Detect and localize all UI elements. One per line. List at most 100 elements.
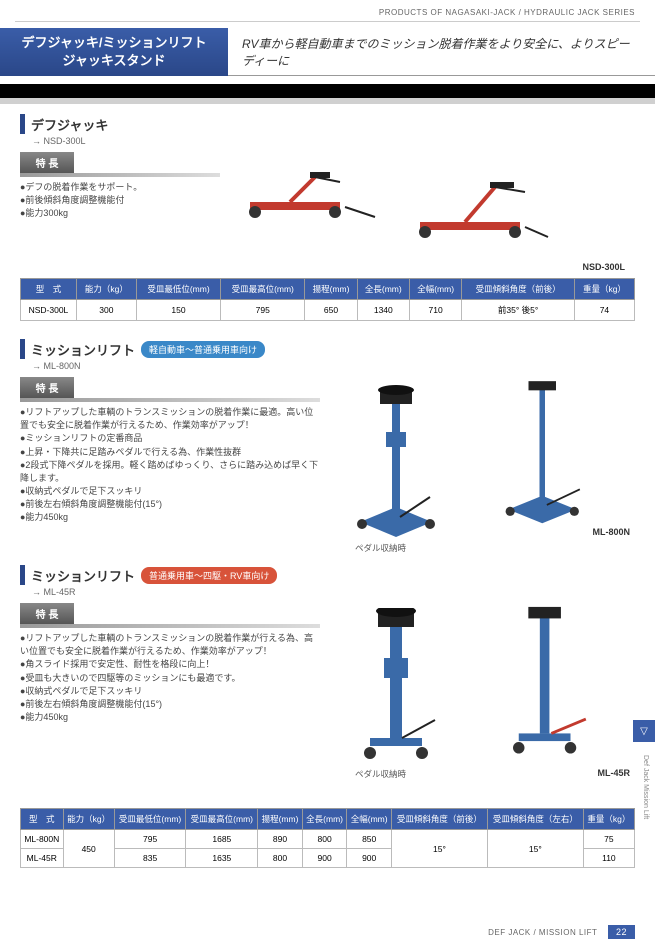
th: 揚程(mm) <box>258 809 303 830</box>
section-1: デフジャッキ → NSD-300L 特 長 ●デフの脱着作業をサポート。 ●前後… <box>20 114 635 321</box>
sec3-features: ●リフトアップした車輌のトランスミッションの脱着作業が行える為、高い位置でも安全… <box>20 632 320 723</box>
th: 重量（kg） <box>574 279 634 300</box>
td: ML-800N <box>21 830 64 849</box>
title-left: デフジャッキ/ミッションリフト ジャッキスタンド <box>0 28 228 76</box>
td: 800 <box>258 849 303 868</box>
gray-strip <box>0 98 655 104</box>
sec3-body: 特 長 ●リフトアップした車輌のトランスミッションの脱着作業が行える為、高い位置… <box>20 603 635 783</box>
feat-item: ●ミッションリフトの定番商品 <box>20 432 320 445</box>
sec2-title: ミッションリフト <box>31 340 135 359</box>
td: 300 <box>76 300 136 321</box>
sec2-body: 特 長 ●リフトアップした車輌のトランスミッションの脱着作業に最適。高い位置でも… <box>20 377 635 547</box>
td: ML-45R <box>21 849 64 868</box>
table-row: NSD-300L3001507956501340710前35° 後5°74 <box>21 300 635 321</box>
td: 890 <box>258 830 303 849</box>
td: 前35° 後5° <box>462 300 575 321</box>
side-tab[interactable]: ▽ <box>633 720 655 742</box>
td: 795 <box>114 830 186 849</box>
feat-bar <box>20 624 320 628</box>
th: 揚程(mm) <box>305 279 357 300</box>
td: 800 <box>302 830 347 849</box>
sec3-prod-label: ML-45R <box>597 768 630 778</box>
sec2-caption: ペダル収納時 <box>355 542 406 554</box>
sec1-products: NSD-300L <box>230 152 635 272</box>
jack-icon <box>410 182 550 242</box>
th: 能力（kg） <box>63 809 114 830</box>
sec1-sub: → NSD-300L <box>32 136 635 146</box>
th: 全長(mm) <box>302 809 347 830</box>
td: 74 <box>574 300 634 321</box>
sec1-title: デフジャッキ <box>31 115 108 134</box>
td: 110 <box>583 849 634 868</box>
sec3-badge: 普通乗用車～四駆・RV車向け <box>141 567 277 584</box>
sec3-products: ペダル収納時 ML-45R <box>330 603 635 783</box>
th: 受皿最高位(mm) <box>186 809 258 830</box>
th: 全幅(mm) <box>347 809 392 830</box>
feat-item: ●リフトアップした車輌のトランスミッションの脱着作業が行える為、高い位置でも安全… <box>20 632 320 658</box>
sec2-badge: 軽自動車～普通乗用車向け <box>141 341 265 358</box>
sec3-caption: ペダル収納時 <box>355 768 406 780</box>
page: PRODUCTS OF NAGASAKI-JACK / HYDRAULIC JA… <box>0 0 655 951</box>
td: 1685 <box>186 830 258 849</box>
feat-item: ●角スライド採用で安定性、耐性を格段に向上！ <box>20 658 320 671</box>
feat-item: ●収納式ペダルで足下スッキリ <box>20 485 320 498</box>
feat-item: ●上昇・下降共に足踏みペダルで行える為、作業性抜群 <box>20 446 320 459</box>
td: 650 <box>305 300 357 321</box>
th: 受皿傾斜角度（前後） <box>462 279 575 300</box>
td: 15° <box>391 830 487 868</box>
feat-bar <box>20 398 320 402</box>
page-number: 22 <box>608 925 635 939</box>
feat-label: 特 長 <box>20 603 74 624</box>
sec1-table: 型 式能力（kg）受皿最低位(mm)受皿最高位(mm)揚程(mm)全長(mm)全… <box>20 278 635 321</box>
td: 150 <box>136 300 220 321</box>
sec2-products: ペダル収納時 ML-800N <box>330 377 635 547</box>
lift-icon <box>340 382 460 542</box>
th: 受皿最低位(mm) <box>136 279 220 300</box>
header-rule <box>15 21 640 22</box>
header-text: PRODUCTS OF NAGASAKI-JACK / HYDRAULIC JA… <box>0 0 655 21</box>
table2: 型 式能力（kg）受皿最低位(mm)受皿最高位(mm)揚程(mm)全長(mm)全… <box>20 808 635 868</box>
th: 型 式 <box>21 279 77 300</box>
td: 900 <box>302 849 347 868</box>
lift-icon <box>490 362 600 547</box>
td: 1340 <box>357 300 409 321</box>
feat-label: 特 長 <box>20 377 74 398</box>
table-row: ML-800N450795168589080085015°15°75 <box>21 830 635 849</box>
black-bar <box>0 84 655 98</box>
th: 受皿最高位(mm) <box>221 279 305 300</box>
footer: DEF JACK / MISSION LIFT 22 <box>488 925 635 939</box>
feat-item: ●受皿も大きいので四駆等のミッションにも最適です。 <box>20 672 320 685</box>
jack-icon <box>240 162 380 222</box>
td: 710 <box>409 300 461 321</box>
sec1-features: ●デフの脱着作業をサポート。 ●前後傾斜角度調整機能付 ●能力300kg <box>20 181 220 220</box>
section-3: ミッションリフト 普通乗用車～四駆・RV車向け → ML-45R 特 長 ●リフ… <box>20 565 635 868</box>
feat-item: ●前後左右傾斜角度調整機能付(15°) <box>20 698 320 711</box>
blue-bar-icon <box>20 114 25 134</box>
th: 受皿傾斜角度（左右） <box>487 809 583 830</box>
td: 850 <box>347 830 392 849</box>
feat-item: ●能力450kg <box>20 511 320 524</box>
th: 重量（kg） <box>583 809 634 830</box>
td: NSD-300L <box>21 300 77 321</box>
td: 75 <box>583 830 634 849</box>
td: 900 <box>347 849 392 868</box>
feat-label: 特 長 <box>20 152 74 173</box>
sec2-title-row: ミッションリフト 軽自動車～普通乗用車向け <box>20 339 635 359</box>
feat-item: ●収納式ペダルで足下スッキリ <box>20 685 320 698</box>
feat-bar <box>20 173 220 177</box>
th: 受皿最低位(mm) <box>114 809 186 830</box>
td: 15° <box>487 830 583 868</box>
feat-item: ●前後左右傾斜角度調整機能付(15°) <box>20 498 320 511</box>
title-l1: デフジャッキ/ミッションリフト <box>14 34 214 52</box>
th: 能力（kg） <box>76 279 136 300</box>
th: 受皿傾斜角度（前後） <box>391 809 487 830</box>
table-header-row: 型 式能力（kg）受皿最低位(mm)受皿最高位(mm)揚程(mm)全長(mm)全… <box>21 279 635 300</box>
th: 型 式 <box>21 809 64 830</box>
blue-bar-icon <box>20 565 25 585</box>
sec1-body: 特 長 ●デフの脱着作業をサポート。 ●前後傾斜角度調整機能付 ●能力300kg <box>20 152 635 272</box>
feat-item: ●リフトアップした車輌のトランスミッションの脱着作業に最適。高い位置でも安全に脱… <box>20 406 320 432</box>
sec3-title-row: ミッションリフト 普通乗用車～四駆・RV車向け <box>20 565 635 585</box>
lift-icon <box>340 608 460 768</box>
title-row: デフジャッキ/ミッションリフト ジャッキスタンド RV車から軽自動車までのミッシ… <box>0 28 655 76</box>
sec1-title-row: デフジャッキ <box>20 114 635 134</box>
